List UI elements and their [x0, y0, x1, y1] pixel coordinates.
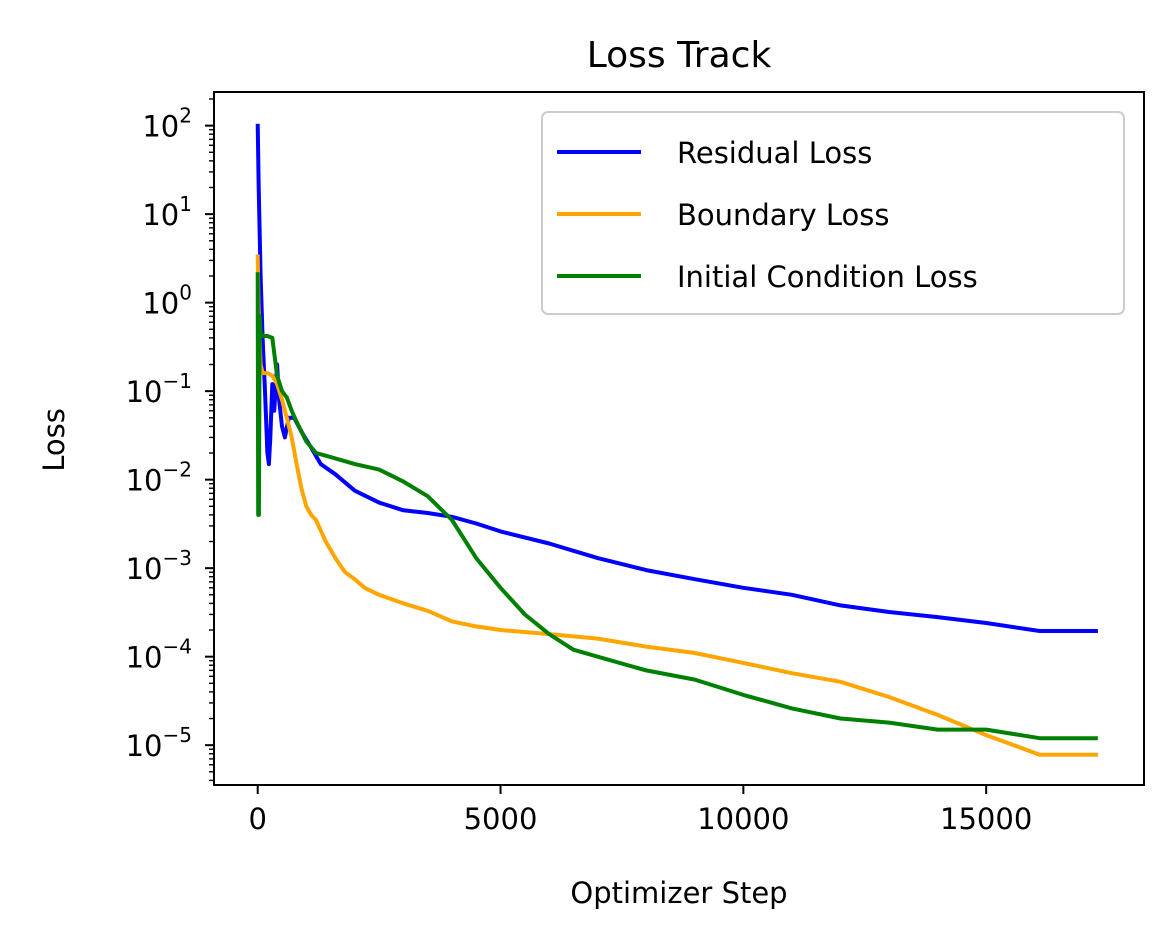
x-tick-label: 5000 — [464, 802, 538, 836]
axes-frame — [213, 91, 1145, 786]
x-tick-label: 0 — [248, 802, 266, 836]
legend-box — [541, 111, 1125, 315]
y-tick-label: 101 — [142, 192, 192, 232]
chart-title: Loss Track — [587, 35, 772, 76]
y-axis-label: Loss — [37, 408, 71, 472]
x-axis-label: Optimizer Step — [570, 876, 787, 910]
y-tick-label: 10−4 — [126, 635, 192, 675]
legend-label-0: Residual Loss — [677, 136, 872, 170]
y-tick-label: 102 — [142, 104, 192, 144]
series-line-1 — [255, 254, 1098, 757]
y-tick-label: 10−2 — [126, 458, 192, 498]
legend: Residual Loss Boundary Loss Initial Condit… — [541, 111, 1125, 315]
y-tick-label: 10−5 — [126, 723, 192, 763]
series-line-0 — [255, 123, 1098, 633]
y-tick-label: 10−1 — [126, 369, 192, 409]
series-layer — [255, 123, 1098, 757]
y-ticks: 102 101 100 10−1 10−2 10−3 10−4 10−5 — [126, 98, 214, 782]
legend-label-1: Boundary Loss — [677, 198, 890, 232]
legend-label-2: Initial Condition Loss — [677, 260, 978, 294]
y-tick-label: 10−3 — [126, 546, 192, 586]
x-ticks: 0 5000 10000 15000 — [248, 785, 1032, 836]
y-tick-label: 100 — [142, 281, 192, 321]
series-line-2 — [255, 272, 1098, 741]
x-tick-label: 15000 — [940, 802, 1032, 836]
x-tick-label: 10000 — [697, 802, 789, 836]
